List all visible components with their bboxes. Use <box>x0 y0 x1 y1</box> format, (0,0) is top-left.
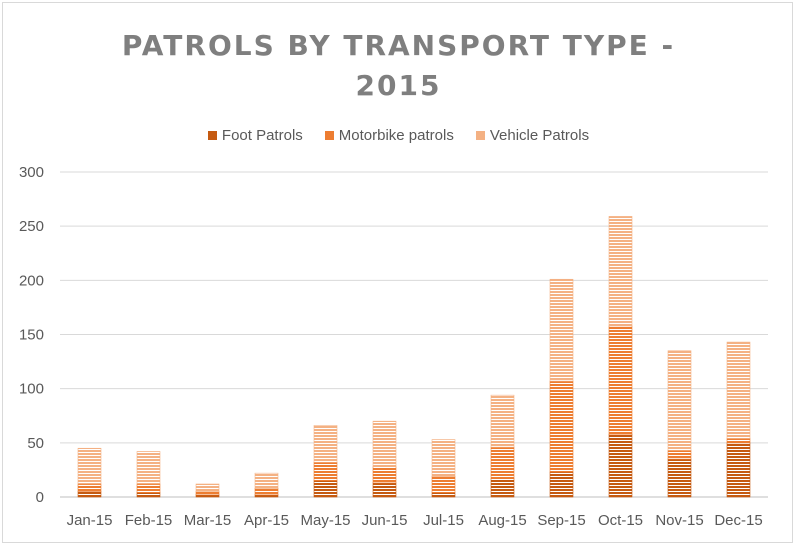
x-tick-label-sep-15: Sep-15 <box>537 512 585 529</box>
y-tick-label-100: 100 <box>19 381 44 398</box>
bar-vehicle-patrols-may-15 <box>313 425 338 463</box>
legend-swatch-foot <box>207 130 217 140</box>
x-tick-label-oct-15: Oct-15 <box>598 512 643 529</box>
bar-vehicle-patrols-mar-15 <box>195 483 220 492</box>
legend-swatch-motorbike <box>324 130 334 140</box>
y-tick-label-50: 50 <box>27 435 44 452</box>
bar-motorbike-patrols-apr-15 <box>254 488 279 496</box>
y-tick-label-200: 200 <box>19 272 44 289</box>
x-tick-label-nov-15: Nov-15 <box>655 512 703 529</box>
x-tick-label-feb-15: Feb-15 <box>125 512 173 529</box>
bar-foot-patrols-jul-15 <box>431 492 456 498</box>
bar-motorbike-patrols-jan-15 <box>77 483 102 492</box>
bar-vehicle-patrols-dec-15 <box>726 341 751 439</box>
bar-vehicle-patrols-jun-15 <box>372 420 397 467</box>
chart-title-line1: PATROLS BY TRANSPORT TYPE - <box>121 29 676 62</box>
bar-foot-patrols-oct-15 <box>608 433 633 498</box>
bar-motorbike-patrols-nov-15 <box>667 450 692 460</box>
bar-motorbike-patrols-jul-15 <box>431 476 456 493</box>
bar-foot-patrols-mar-15 <box>195 494 220 498</box>
bar-vehicle-patrols-jul-15 <box>431 439 456 477</box>
bar-vehicle-patrols-sep-15 <box>549 278 574 382</box>
x-tick-label-jan-15: Jan-15 <box>67 512 113 529</box>
y-tick-label-250: 250 <box>19 218 44 235</box>
bar-foot-patrols-nov-15 <box>667 458 692 498</box>
legend-swatch-vehicle <box>475 130 485 140</box>
bar-motorbike-patrols-feb-15 <box>136 483 161 493</box>
y-tick-label-150: 150 <box>19 327 44 344</box>
bar-foot-patrols-aug-15 <box>490 478 515 498</box>
x-tick-label-jun-15: Jun-15 <box>362 512 408 529</box>
bar-foot-patrols-may-15 <box>313 480 338 498</box>
bar-foot-patrols-dec-15 <box>726 442 751 498</box>
legend-label-motorbike: Motorbike patrols <box>338 126 454 144</box>
bar-foot-patrols-jan-15 <box>77 491 102 498</box>
bar-motorbike-patrols-dec-15 <box>726 438 751 444</box>
bar-motorbike-patrols-may-15 <box>313 462 338 482</box>
legend-item-motorbike: Motorbike patrols <box>324 126 454 144</box>
x-tick-label-dec-15: Dec-15 <box>714 512 762 529</box>
bar-motorbike-patrols-sep-15 <box>549 380 574 473</box>
bar-foot-patrols-sep-15 <box>549 471 574 498</box>
bar-vehicle-patrols-feb-15 <box>136 451 161 485</box>
legend-item-vehicle: Vehicle Patrols <box>475 126 590 144</box>
bar-motorbike-patrols-mar-15 <box>195 491 220 496</box>
bar-vehicle-patrols-oct-15 <box>608 216 633 327</box>
x-tick-label-may-15: May-15 <box>300 512 350 529</box>
legend: Foot Patrols Motorbike patrols Vehicle P… <box>0 125 797 145</box>
y-tick-label-0: 0 <box>36 489 44 506</box>
bar-vehicle-patrols-nov-15 <box>667 350 692 451</box>
bar-vehicle-patrols-jan-15 <box>77 447 102 485</box>
bar-motorbike-patrols-jun-15 <box>372 466 397 484</box>
x-tick-label-aug-15: Aug-15 <box>478 512 526 529</box>
bar-vehicle-patrols-apr-15 <box>254 472 279 489</box>
x-tick-label-jul-15: Jul-15 <box>423 512 464 529</box>
bar-foot-patrols-apr-15 <box>254 494 279 498</box>
x-tick-label-mar-15: Mar-15 <box>184 512 232 529</box>
bar-vehicle-patrols-aug-15 <box>490 394 515 448</box>
y-tick-label-300: 300 <box>19 164 44 181</box>
chart-title: PATROLS BY TRANSPORT TYPE - 2015 <box>0 26 797 106</box>
x-tick-label-apr-15: Apr-15 <box>244 512 289 529</box>
bar-foot-patrols-feb-15 <box>136 492 161 498</box>
bar-foot-patrols-jun-15 <box>372 482 397 498</box>
chart-title-line2: 2015 <box>355 69 442 102</box>
legend-label-foot: Foot Patrols <box>221 126 303 144</box>
legend-item-foot: Foot Patrols <box>207 126 303 144</box>
bar-motorbike-patrols-oct-15 <box>608 325 633 435</box>
bar-motorbike-patrols-aug-15 <box>490 446 515 479</box>
legend-label-vehicle: Vehicle Patrols <box>489 126 590 144</box>
